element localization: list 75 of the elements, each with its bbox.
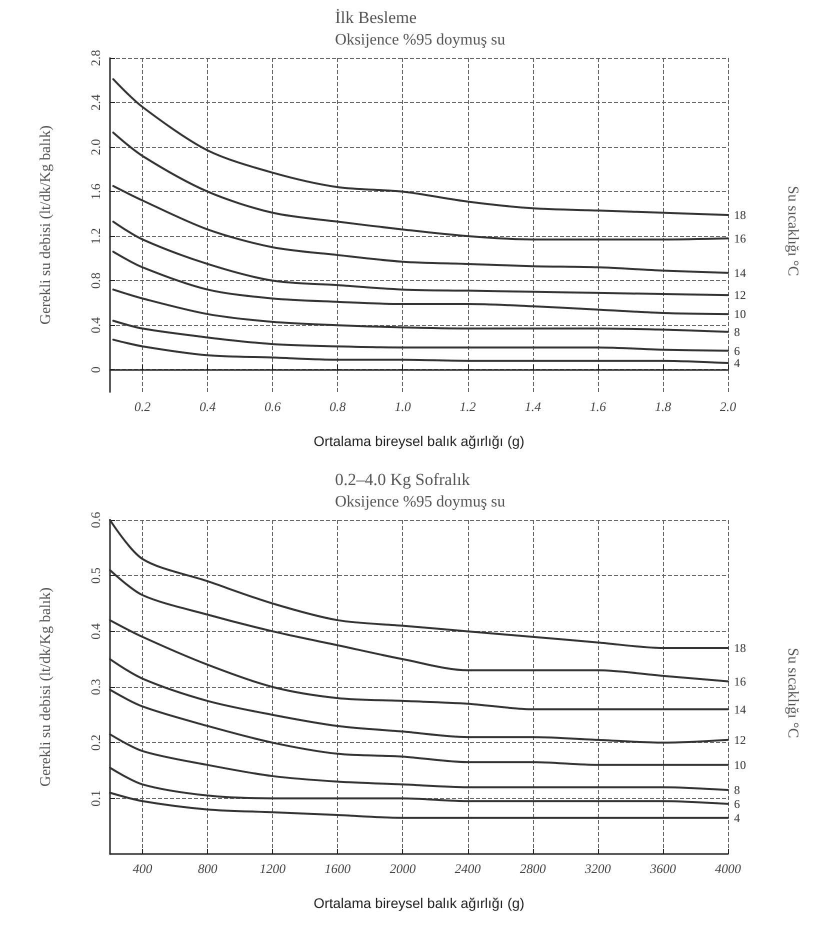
y-tick-label: 1.2 bbox=[88, 228, 103, 244]
x-axis-title: Ortalama bireysel balık ağırlığı (g) bbox=[314, 433, 524, 449]
series-label: 12 bbox=[734, 288, 746, 302]
series-label: 16 bbox=[734, 231, 746, 246]
x-tick-label: 1.2 bbox=[460, 399, 476, 414]
x-tick-label: 1.6 bbox=[590, 399, 607, 414]
series-label: 10 bbox=[734, 758, 746, 772]
series-label: 18 bbox=[734, 641, 746, 656]
series-label: 18 bbox=[734, 208, 746, 222]
x-tick-label: 0.6 bbox=[264, 399, 282, 414]
line-series bbox=[109, 792, 729, 819]
x-tick-label: 2.0 bbox=[720, 399, 737, 414]
line-series bbox=[112, 78, 729, 216]
y-tick-label: 1.6 bbox=[88, 182, 103, 200]
chart-subtitle: Oksijence %95 doymuş su bbox=[335, 494, 506, 510]
x-axis-title: Ortalama bireysel balık ağırlığı (g) bbox=[314, 895, 524, 911]
line-series bbox=[109, 688, 729, 766]
line-series bbox=[109, 733, 729, 791]
y-tick-label: 2.8 bbox=[88, 50, 103, 66]
x-tick-label: 2800 bbox=[520, 861, 546, 876]
y-tick-label: 0.5 bbox=[88, 568, 103, 584]
y-tick-label: 0.6 bbox=[88, 511, 103, 528]
series-label: 10 bbox=[734, 307, 746, 322]
y-axis-title: Gerekli su debisi (lt/dk/Kg balık) bbox=[38, 125, 54, 325]
series-label: 8 bbox=[734, 324, 740, 339]
chart-title: İlk Besleme bbox=[335, 8, 417, 27]
y-tick-label: 2.4 bbox=[88, 94, 103, 111]
x-tick-label: 4000 bbox=[715, 861, 742, 876]
x-tick-label: 1.0 bbox=[394, 399, 412, 414]
y-tick-label: 0.4 bbox=[88, 622, 103, 640]
series-label: 6 bbox=[734, 344, 740, 358]
series-label: 4 bbox=[734, 356, 740, 370]
line-series bbox=[112, 185, 729, 274]
line-series bbox=[112, 220, 729, 296]
y2-axis-title: Su sıcaklığı °C bbox=[784, 648, 800, 738]
x-tick-label: 0.2 bbox=[134, 399, 152, 414]
y2-axis-title: Su sıcaklığı °C bbox=[784, 186, 800, 276]
y-tick-label: 0.1 bbox=[88, 790, 103, 806]
series-label: 8 bbox=[734, 782, 740, 797]
x-tick-label: 2000 bbox=[390, 861, 416, 876]
y-tick-label: 0 bbox=[88, 366, 103, 373]
chart-subtitle: Oksijence %95 doymuş su bbox=[335, 32, 506, 48]
series-label: 12 bbox=[734, 732, 746, 747]
x-tick-label: 400 bbox=[132, 861, 153, 876]
line-series bbox=[112, 250, 729, 316]
series-label: 14 bbox=[734, 266, 746, 280]
line-series bbox=[109, 766, 729, 805]
x-tick-label: 1600 bbox=[324, 861, 352, 876]
line-series bbox=[109, 569, 729, 682]
x-tick-label: 3200 bbox=[584, 861, 612, 876]
x-tick-label: 1.4 bbox=[524, 399, 542, 414]
series-label: 16 bbox=[734, 674, 746, 688]
x-tick-label: 1.8 bbox=[654, 399, 672, 414]
y-tick-label: 0.2 bbox=[88, 734, 103, 751]
series-label: 6 bbox=[734, 796, 740, 811]
x-tick-label: 0.4 bbox=[199, 399, 216, 414]
x-tick-label: 3600 bbox=[648, 861, 676, 876]
line-series bbox=[112, 338, 729, 364]
chart-title: 0.2–4.0 Kg Sofralık bbox=[335, 470, 471, 489]
x-tick-label: 1200 bbox=[260, 861, 286, 876]
series-label: 14 bbox=[734, 702, 746, 716]
y-tick-label: 0.4 bbox=[88, 316, 103, 334]
x-tick-label: 0.8 bbox=[330, 399, 346, 414]
x-tick-label: 800 bbox=[198, 861, 218, 876]
y-tick-label: 0.8 bbox=[88, 272, 103, 289]
line-series bbox=[112, 288, 729, 333]
y-tick-label: 2.0 bbox=[88, 138, 103, 156]
line-series bbox=[112, 132, 729, 240]
y-tick-label: 0.3 bbox=[88, 678, 103, 696]
series-label: 4 bbox=[734, 810, 740, 825]
x-tick-label: 2400 bbox=[454, 861, 482, 876]
line-series bbox=[109, 619, 729, 710]
line-series bbox=[109, 658, 729, 744]
line-series bbox=[112, 320, 729, 352]
y-axis-title: Gerekli su debisi (lt/dk/Kg balık) bbox=[38, 587, 54, 787]
